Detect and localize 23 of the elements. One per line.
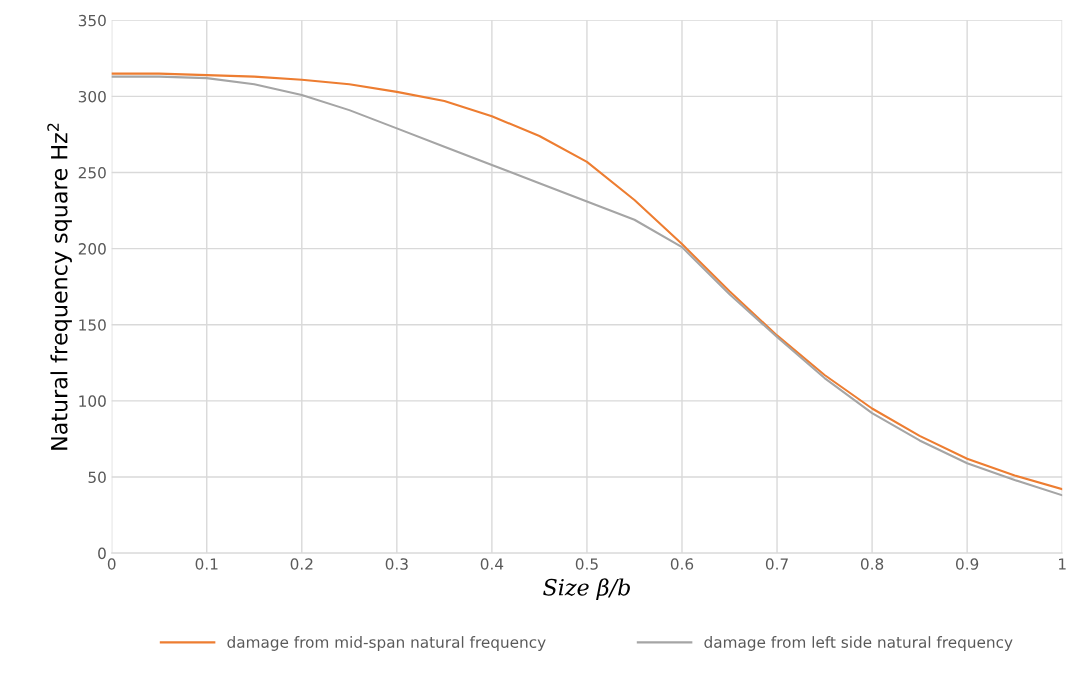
y-tick-label: 50 [88, 471, 106, 484]
x-tick-label: 0.5 [575, 558, 598, 570]
x-tick-label: 0.4 [480, 558, 504, 570]
x-tick-label: 1 [1059, 558, 1066, 570]
y-axis-title: Natural frequency square Hz$^{2}$ [47, 123, 72, 450]
y-tick-label: 300 [78, 90, 106, 103]
y-tick-label: 350 [78, 14, 106, 27]
legend-label: damage from left side natural frequency [704, 636, 1013, 651]
x-tick-label: 0.1 [195, 558, 218, 570]
x-axis-title: Size β/b [543, 578, 630, 600]
x-tick-label: 0.8 [860, 558, 884, 570]
y-tick-label: 200 [78, 243, 106, 255]
x-tick-label: 0 [107, 558, 116, 570]
x-tick-label: 0.2 [290, 558, 313, 570]
x-tick-label: 0.7 [765, 558, 788, 570]
legend-label: damage from mid-span natural frequency [227, 636, 546, 651]
x-tick-label: 0.9 [956, 558, 979, 570]
x-tick-label: 0.6 [670, 558, 694, 570]
y-tick-label: 100 [79, 395, 106, 407]
y-tick-label: 0 [98, 547, 106, 560]
y-tick-label: 250 [78, 167, 106, 179]
y-tick-label: 150 [79, 319, 106, 331]
x-tick-label: 0.3 [385, 558, 408, 570]
